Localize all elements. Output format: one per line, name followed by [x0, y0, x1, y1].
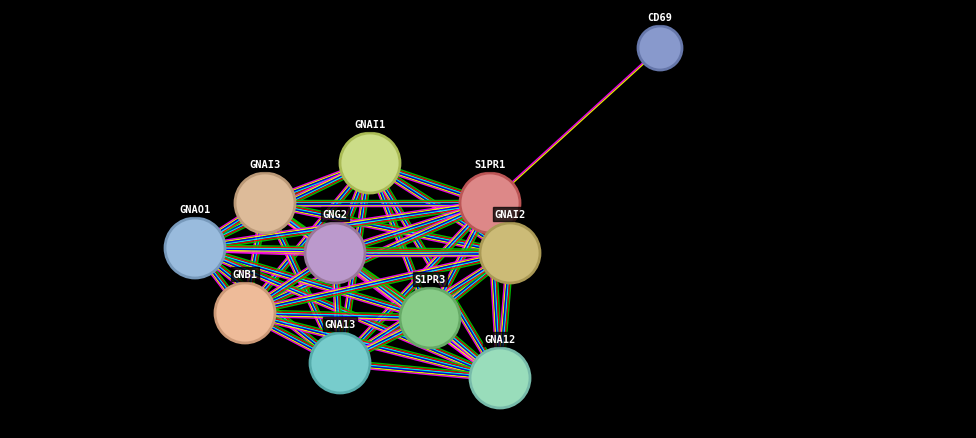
- Text: GNAI2: GNAI2: [495, 209, 526, 219]
- Text: GNAI3: GNAI3: [250, 159, 281, 170]
- Text: GNA13: GNA13: [324, 319, 355, 329]
- Circle shape: [310, 333, 370, 393]
- Circle shape: [460, 173, 520, 233]
- Text: CD69: CD69: [647, 13, 672, 23]
- Circle shape: [400, 288, 460, 348]
- Text: GNA12: GNA12: [484, 334, 515, 344]
- Text: GNG2: GNG2: [322, 209, 347, 219]
- Circle shape: [235, 173, 295, 233]
- Circle shape: [638, 27, 682, 71]
- Text: S1PR1: S1PR1: [474, 159, 506, 170]
- Text: GNAO1: GNAO1: [180, 205, 211, 215]
- Text: GNAI1: GNAI1: [354, 120, 386, 130]
- Circle shape: [340, 134, 400, 194]
- Circle shape: [480, 223, 540, 283]
- Text: S1PR3: S1PR3: [415, 274, 446, 284]
- Circle shape: [215, 283, 275, 343]
- Circle shape: [470, 348, 530, 408]
- Text: GNB1: GNB1: [232, 269, 258, 279]
- Circle shape: [165, 219, 225, 279]
- Circle shape: [305, 223, 365, 283]
